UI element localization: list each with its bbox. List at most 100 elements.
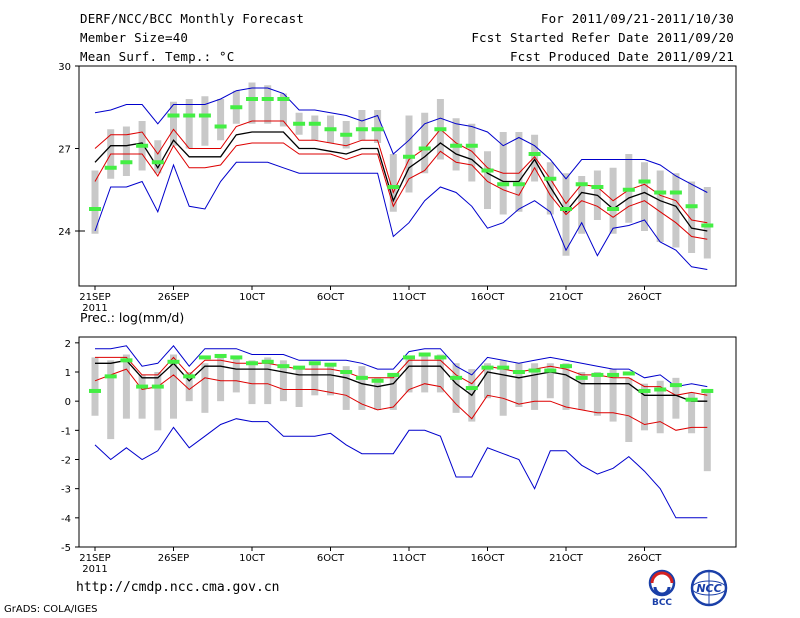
temp-observed-marker bbox=[324, 127, 337, 132]
prec-ytick-label: -3 bbox=[61, 485, 71, 496]
prec-observed-marker bbox=[450, 375, 463, 380]
temp-observed-marker bbox=[340, 132, 353, 137]
prec-member-range-box bbox=[311, 363, 319, 396]
prec-member-range-box bbox=[264, 357, 272, 405]
temp-observed-marker bbox=[277, 97, 290, 101]
prec-member-range-box bbox=[578, 372, 586, 410]
prec-member-range-box bbox=[452, 363, 460, 413]
forecast-period-label: For 2011/09/21-2011/10/30 bbox=[540, 11, 734, 26]
prec-observed-marker bbox=[591, 372, 604, 377]
temp-observed-marker bbox=[497, 182, 510, 187]
temp-xtick-label: 6OCT bbox=[317, 292, 345, 303]
temp-observed-marker bbox=[560, 207, 572, 211]
temp-series-lower bbox=[94, 142, 708, 240]
prec-observed-marker bbox=[701, 388, 714, 393]
prec-member-range-box bbox=[107, 360, 115, 440]
temp-member-range-box bbox=[91, 170, 99, 234]
prec-xtick-label: 26SEP bbox=[158, 553, 189, 564]
prec-xtick-label: 10CT bbox=[239, 553, 266, 564]
temp-member-range-box bbox=[122, 126, 130, 176]
prec-xtick-label: 26OCT bbox=[628, 553, 663, 564]
prec-observed-marker bbox=[497, 365, 510, 370]
prec-observed-marker bbox=[308, 361, 321, 366]
grads-credit: GrADS: COLA/IGES bbox=[4, 604, 98, 615]
prec-observed-marker bbox=[434, 355, 447, 360]
prec-series-max bbox=[95, 345, 708, 388]
prec-observed-marker bbox=[403, 355, 415, 360]
temp-member-range-box bbox=[546, 162, 554, 215]
prec-observed-marker bbox=[371, 378, 384, 383]
ncc-logo: NCC bbox=[690, 569, 728, 607]
prec-member-range-box bbox=[138, 374, 146, 419]
temp-observed-marker bbox=[685, 204, 698, 209]
temp-observed-marker bbox=[481, 168, 494, 173]
temp-observed-marker bbox=[371, 127, 384, 132]
prec-observed-marker bbox=[104, 374, 117, 379]
temp-xtick-label: 26OCT bbox=[628, 292, 663, 303]
temp-observed-marker bbox=[183, 113, 196, 118]
prec-member-range-box bbox=[672, 377, 680, 419]
prec-member-range-box bbox=[154, 372, 162, 431]
temp-observed-marker bbox=[136, 143, 149, 148]
temp-member-range-box bbox=[515, 132, 523, 212]
prec-member-range-box bbox=[327, 363, 334, 396]
prec-xtick-year: 2011 bbox=[82, 564, 107, 575]
prec-observed-marker bbox=[230, 355, 243, 360]
prec-observed-marker bbox=[607, 372, 620, 377]
forecast-produced-label: Fcst Produced Date 2011/09/21 bbox=[509, 49, 734, 64]
prec-member-range-box bbox=[531, 363, 539, 410]
prec-observed-marker bbox=[324, 362, 337, 367]
temp-xtick-label: 26SEP bbox=[158, 292, 189, 303]
prec-member-range-box bbox=[515, 363, 523, 407]
temp-member-range-box bbox=[358, 110, 366, 141]
prec-observed-marker bbox=[136, 384, 149, 389]
bcc-logo: BCC bbox=[648, 569, 676, 608]
prec-observed-marker bbox=[198, 355, 211, 360]
prec-xtick-label: 21OCT bbox=[549, 553, 584, 564]
prec-observed-marker bbox=[89, 388, 101, 393]
temp-observed-marker bbox=[355, 127, 368, 132]
temp-ytick-label: 27 bbox=[58, 145, 71, 156]
temp-observed-marker bbox=[230, 105, 243, 110]
prec-member-range-box bbox=[641, 383, 648, 431]
ncc-logo-text: NCC bbox=[696, 582, 721, 595]
temp-member-range-box bbox=[468, 123, 476, 182]
temp-member-range-box bbox=[672, 173, 680, 248]
temp-observed-marker bbox=[512, 182, 525, 187]
temp-member-range-box bbox=[703, 187, 711, 259]
prec-observed-marker bbox=[638, 388, 651, 393]
prec-observed-marker bbox=[387, 372, 400, 377]
prec-observed-marker bbox=[544, 368, 557, 373]
prec-observed-marker bbox=[418, 352, 431, 357]
prec-member-range-box bbox=[499, 360, 507, 416]
temp-member-range-box bbox=[170, 101, 177, 146]
source-url[interactable]: http://cmdp.ncc.cma.gov.cn bbox=[76, 580, 280, 595]
temp-series-upper bbox=[94, 120, 708, 224]
prec-xtick-label: 16OCT bbox=[471, 553, 506, 564]
temp-xtick-year: 2011 bbox=[82, 303, 107, 314]
prec-panel-title: Prec.: log(mm/d) bbox=[80, 310, 184, 325]
temp-observed-marker bbox=[151, 160, 164, 165]
prec-ytick-label: -5 bbox=[61, 543, 71, 554]
temp-observed-marker bbox=[403, 154, 415, 159]
temp-member-range-box bbox=[248, 82, 256, 124]
prec-observed-marker bbox=[120, 358, 133, 363]
prec-observed-marker bbox=[481, 365, 494, 370]
temp-observed-marker bbox=[528, 152, 541, 156]
temp-observed-marker bbox=[198, 113, 211, 118]
prec-xtick-label: 11OCT bbox=[392, 553, 427, 564]
temp-member-range-box bbox=[531, 134, 539, 182]
prec-member-range-box bbox=[170, 354, 177, 419]
prec-member-range-box bbox=[217, 357, 225, 402]
prec-ytick-label: -2 bbox=[61, 456, 71, 467]
prec-member-range-box bbox=[248, 360, 256, 405]
prec-member-range-box bbox=[295, 366, 303, 407]
temp-observed-marker bbox=[607, 207, 620, 211]
prec-observed-marker bbox=[528, 368, 541, 373]
temp-member-range-box bbox=[264, 85, 272, 124]
temp-observed-marker bbox=[591, 185, 604, 189]
prec-series-min bbox=[94, 418, 708, 519]
temp-member-range-box bbox=[656, 170, 664, 242]
prec-observed-marker bbox=[293, 365, 306, 370]
